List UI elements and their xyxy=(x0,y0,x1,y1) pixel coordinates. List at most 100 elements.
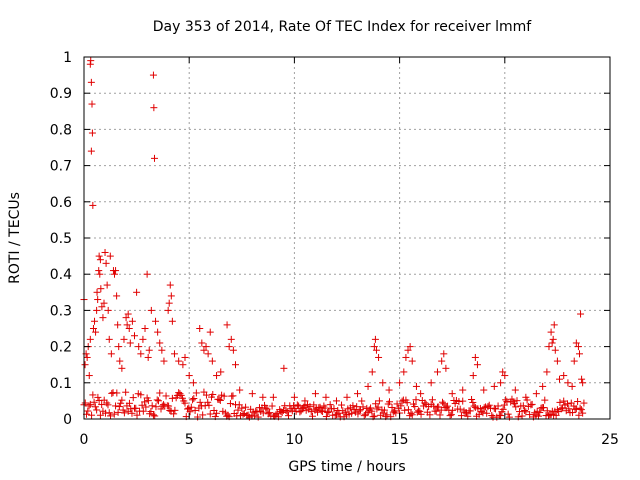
data-point xyxy=(202,343,210,351)
y-tick-label: 1 xyxy=(63,50,72,66)
data-point xyxy=(368,368,376,376)
data-point xyxy=(225,343,233,351)
data-point xyxy=(408,357,416,365)
axis-ticks: 00.10.20.30.40.50.60.70.80.910 5 10 15 20 25 xyxy=(50,50,619,448)
data-point xyxy=(133,288,141,296)
data-point xyxy=(490,382,498,390)
data-point xyxy=(166,281,174,289)
data-point xyxy=(130,332,138,340)
data-point xyxy=(89,201,97,209)
data-point xyxy=(469,372,477,380)
data-point xyxy=(175,357,183,365)
data-point xyxy=(150,154,158,162)
data-point xyxy=(501,372,509,380)
data-point xyxy=(102,259,110,267)
data-point xyxy=(123,321,131,329)
data-point xyxy=(343,393,351,401)
data-point xyxy=(322,393,330,401)
data-point xyxy=(92,328,100,336)
data-point xyxy=(427,379,435,387)
data-point xyxy=(556,375,564,383)
data-point xyxy=(433,368,441,376)
x-tick-label: 10 xyxy=(285,432,303,448)
data-point xyxy=(87,57,95,65)
data-point xyxy=(290,393,298,401)
data-point xyxy=(550,321,558,329)
y-tick-label: 0.9 xyxy=(50,86,72,102)
data-point xyxy=(448,390,456,398)
data-point xyxy=(402,353,410,361)
data-point xyxy=(89,325,97,332)
x-tick-label: 5 xyxy=(185,432,194,448)
data-point xyxy=(442,364,450,372)
data-point xyxy=(185,372,193,380)
data-point xyxy=(560,372,568,380)
data-point xyxy=(179,361,187,369)
y-tick-label: 0.5 xyxy=(50,231,72,247)
data-point xyxy=(149,71,157,79)
data-point xyxy=(94,296,102,304)
x-axis-label: GPS time / hours xyxy=(288,459,405,475)
data-point xyxy=(577,310,585,318)
data-point xyxy=(204,350,212,358)
data-point xyxy=(156,339,164,347)
data-point xyxy=(96,270,104,278)
data-point xyxy=(575,350,583,358)
y-tick-label: 0.7 xyxy=(50,159,72,175)
data-point xyxy=(223,321,231,329)
y-tick-label: 0.1 xyxy=(50,376,72,392)
data-point xyxy=(150,104,158,112)
data-point xyxy=(568,382,576,390)
data-point xyxy=(553,357,561,365)
data-point xyxy=(206,328,214,336)
data-point xyxy=(364,382,372,390)
data-point xyxy=(93,288,101,296)
data-point xyxy=(139,335,147,343)
data-point xyxy=(579,379,587,387)
data-point xyxy=(181,353,189,361)
data-point xyxy=(118,364,126,372)
data-point xyxy=(104,306,112,314)
data-point xyxy=(269,393,277,401)
data-point xyxy=(122,314,130,322)
x-tick-label: 25 xyxy=(601,432,619,448)
data-point xyxy=(438,357,446,365)
data-point xyxy=(126,339,134,347)
data-point xyxy=(160,357,168,365)
data-point xyxy=(385,386,393,394)
y-axis-label: ROTI / TECUs xyxy=(7,192,23,284)
data-point xyxy=(88,100,96,108)
data-point xyxy=(147,306,155,314)
data-point xyxy=(91,317,99,325)
data-point xyxy=(371,335,379,343)
y-tick-label: 0.4 xyxy=(50,267,72,283)
data-point xyxy=(548,339,556,347)
data-point xyxy=(551,346,559,354)
data-point xyxy=(98,303,106,311)
data-point xyxy=(231,361,239,369)
data-point xyxy=(208,357,216,365)
data-point xyxy=(570,357,578,365)
data-point xyxy=(105,335,113,343)
data-point xyxy=(103,281,111,289)
data-point xyxy=(213,372,221,380)
data-point xyxy=(120,335,128,343)
data-point xyxy=(112,267,120,275)
data-point xyxy=(128,317,136,325)
data-point xyxy=(107,350,115,358)
data-point xyxy=(154,328,162,336)
data-point xyxy=(158,346,166,354)
data-point xyxy=(85,372,93,380)
y-tick-label: 0.8 xyxy=(50,122,72,138)
chart-title: Day 353 of 2014, Rate Of TEC Index for r… xyxy=(153,19,533,35)
data-point xyxy=(406,343,414,351)
data-point xyxy=(396,379,404,387)
data-point xyxy=(354,390,362,398)
data-point xyxy=(370,343,378,351)
data-point xyxy=(106,252,114,260)
y-tick-label: 0.6 xyxy=(50,195,72,211)
data-point xyxy=(165,299,173,307)
data-point xyxy=(198,339,206,347)
data-point xyxy=(497,379,505,387)
